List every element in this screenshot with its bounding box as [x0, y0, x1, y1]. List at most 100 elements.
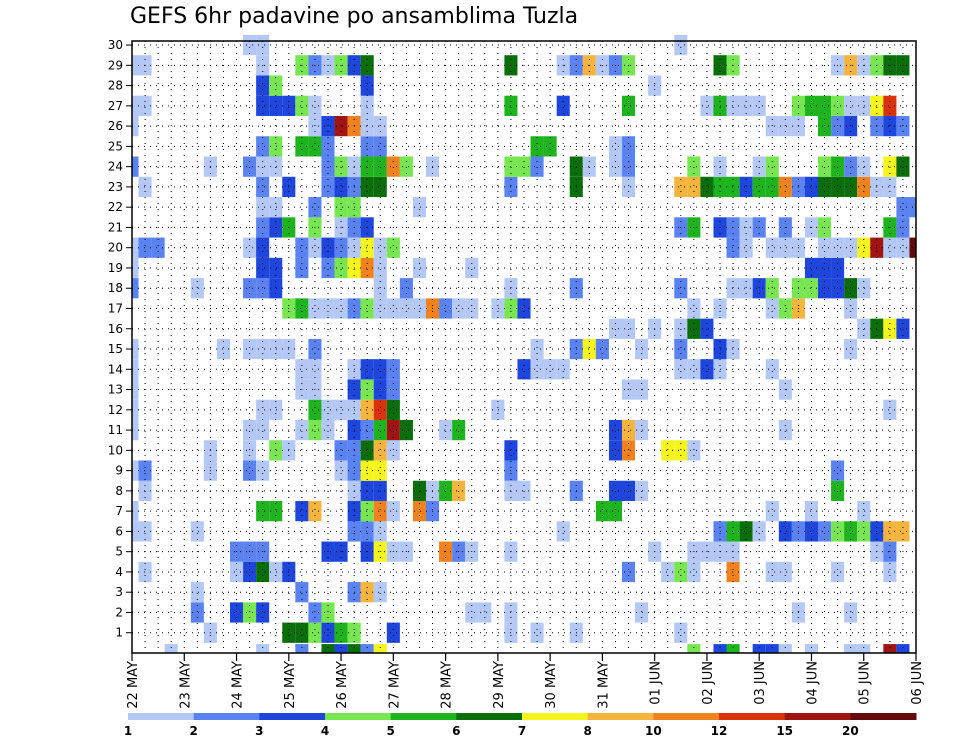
heatmap-cell [844, 237, 858, 258]
heatmap-cell [386, 156, 400, 177]
colorbar-label: 6 [452, 724, 460, 738]
heatmap-cell [138, 521, 152, 542]
heatmap-cell [360, 399, 374, 420]
heatmap-cell [132, 338, 139, 360]
colorbar-swatch [193, 713, 260, 720]
heatmap-cell [295, 257, 309, 279]
heatmap-cell [230, 602, 244, 623]
heatmap-cell [804, 644, 818, 653]
heatmap-cell [373, 237, 387, 258]
heatmap-cell [256, 136, 270, 157]
heatmap-cell [360, 298, 374, 319]
heatmap-cell [373, 156, 387, 177]
heatmap-cell [726, 521, 740, 542]
heatmap-cell [334, 440, 348, 461]
heatmap-cell [399, 419, 413, 441]
heatmap-cell [883, 176, 897, 198]
heatmap-cell [308, 359, 322, 380]
heatmap-cell [190, 521, 204, 542]
heatmap-cell [608, 318, 622, 339]
colorbar-swatch [850, 713, 917, 720]
heatmap-cell [360, 359, 374, 380]
heatmap-cell [844, 298, 858, 319]
grid-lines [131, 41, 917, 653]
heatmap-cell [778, 521, 792, 542]
colorbar-label: 12 [711, 724, 728, 738]
heatmap-cell [896, 644, 910, 653]
y-tick-label: 30 [108, 38, 123, 52]
heatmap-cell [622, 480, 636, 502]
heatmap-cell [412, 501, 426, 522]
heatmap-cell [857, 95, 871, 116]
heatmap-cell [360, 136, 374, 157]
heatmap-cell [818, 257, 832, 279]
heatmap-cell [857, 644, 871, 653]
heatmap-cell [700, 318, 714, 339]
heatmap-cell [334, 460, 348, 481]
colorbar-label: 7 [518, 724, 526, 738]
heatmap-cell [386, 622, 400, 643]
heatmap-cell [243, 156, 257, 177]
y-tick-label: 25 [108, 139, 123, 153]
heatmap-cell [687, 359, 701, 380]
colorbar-swatch [587, 713, 654, 720]
heatmap-cell [543, 136, 557, 157]
heatmap-cell [778, 115, 792, 137]
heatmap-cell [687, 318, 701, 339]
heatmap-cell [883, 115, 897, 137]
heatmap-cell [778, 644, 792, 653]
heatmap-cell [608, 501, 622, 522]
heatmap-cell [386, 298, 400, 319]
heatmap-cell [373, 115, 387, 137]
heatmap-cell [334, 257, 348, 279]
heatmap-cell [883, 95, 897, 116]
heatmap-cell [190, 602, 204, 623]
heatmap-cell [635, 419, 649, 441]
heatmap-cell [765, 359, 779, 380]
heatmap-cell [321, 176, 335, 198]
heatmap-cell [295, 298, 309, 319]
y-tick-label: 29 [108, 58, 123, 72]
heatmap-cell [256, 644, 270, 653]
heatmap-cell [608, 419, 622, 441]
colorbar-label: 1 [124, 724, 132, 738]
heatmap-cell [334, 622, 348, 643]
heatmap-cell [530, 338, 544, 360]
heatmap-cell [439, 419, 453, 441]
x-tick-label: 03 JUN [753, 661, 768, 705]
heatmap-cell [373, 359, 387, 380]
heatmap-cell [452, 480, 466, 502]
heatmap-cell [230, 561, 244, 583]
heatmap-cell [582, 338, 596, 360]
heatmap-cell [269, 257, 283, 279]
colorbar-label: 4 [321, 724, 329, 738]
heatmap-cell [360, 156, 374, 177]
heatmap-cell [334, 156, 348, 177]
heatmap-cell [765, 237, 779, 258]
heatmap-cell [399, 278, 413, 299]
colorbar-label: 3 [255, 724, 263, 738]
heatmap-cell [138, 237, 152, 258]
colorbar-label: 2 [189, 724, 197, 738]
heatmap-cell [269, 75, 283, 96]
heatmap-cell [818, 156, 832, 177]
heatmap-cell [595, 501, 609, 522]
heatmap-cell [321, 298, 335, 319]
heatmap-cell [308, 136, 322, 157]
y-tick-label: 8 [115, 484, 123, 498]
heatmap-cell [595, 338, 609, 360]
colorbar-label: 8 [583, 724, 591, 738]
heatmap-cell [804, 176, 818, 198]
heatmap-cell [530, 359, 544, 380]
heatmap-cell [360, 582, 374, 603]
heatmap-cell [556, 95, 570, 116]
y-tick-label: 20 [108, 241, 123, 255]
heatmap-cell [256, 75, 270, 96]
colorbar-legend: 1 2 3 4 5 6 7 8 10 12 15 20 [124, 713, 917, 738]
y-tick-label: 13 [108, 383, 123, 397]
heatmap-cell [804, 95, 818, 116]
heatmap-cell [818, 521, 832, 542]
heatmap-cell [321, 602, 335, 623]
heatmap-cell [452, 419, 466, 441]
heatmap-cell [765, 298, 779, 319]
